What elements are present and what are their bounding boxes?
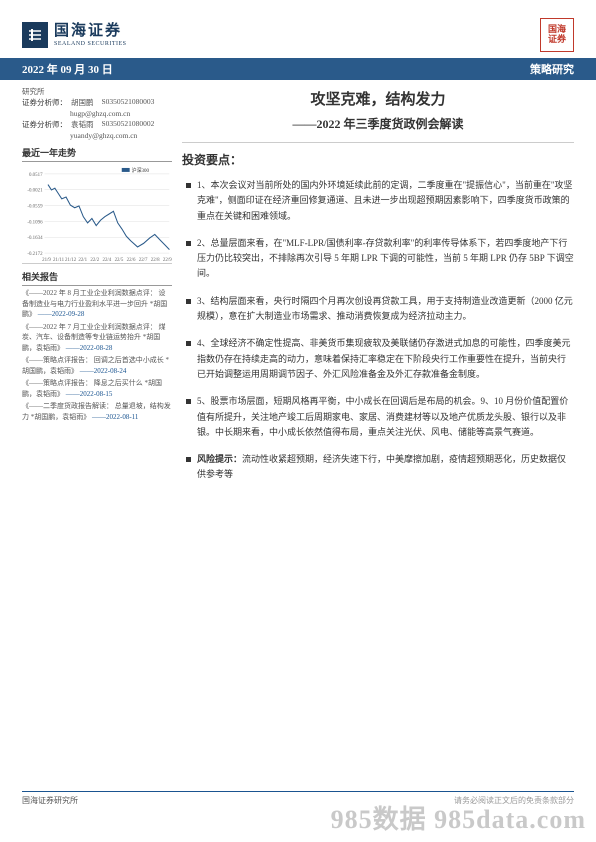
svg-text:22/2: 22/2	[90, 258, 99, 263]
logo-text-en: SEALAND SECURITIES	[54, 41, 127, 47]
logo-mark-icon	[22, 22, 48, 48]
svg-text:-0.1096: -0.1096	[27, 220, 43, 225]
analyst-name: 胡国鹏	[71, 97, 94, 108]
related-reports-list: 《——2022 年 8 月工业企业利润数据点评： 设备制造业与电力行业盈利水平进…	[22, 288, 172, 422]
related-report-item: 《——二季度货政报告解读： 总量退坡，结构发力 *胡国鹏，袁韬雨》 ——2022…	[22, 401, 172, 422]
analyst-name: 袁韬雨	[71, 119, 94, 130]
footer-left-text: 国海证券研究所	[22, 795, 78, 806]
svg-text:22/9: 22/9	[163, 258, 172, 263]
analyst-row: 证券分析师： 袁韬雨 S0350521080002	[22, 119, 172, 130]
bullet-marker-icon	[186, 399, 191, 404]
analyst-code: S0350521080003	[102, 97, 155, 108]
bullet-bold-lead: 风险提示：	[197, 454, 242, 464]
svg-text:21/11: 21/11	[53, 258, 65, 263]
investment-bullet: 4、全球经济不确定性提高、非美货币集现疲软及美联储仍存激进式加息的可能性，四季度…	[186, 336, 574, 382]
sub-title: ——2022 年三季度货政例会解读	[182, 115, 574, 132]
bullet-marker-icon	[186, 341, 191, 346]
svg-text:21/12: 21/12	[65, 258, 77, 263]
department-label: 研究所	[22, 86, 172, 97]
svg-text:22/8: 22/8	[151, 258, 160, 263]
svg-text:-0.2172: -0.2172	[27, 252, 43, 257]
bullet-text: 2、总量层面来看，在"MLF-LPR/国债利率-存贷款利率"的利率传导体系下，若…	[197, 238, 574, 279]
svg-text:22/6: 22/6	[127, 258, 136, 263]
svg-text:22/4: 22/4	[103, 258, 112, 263]
analyst-label: 证券分析师：	[22, 97, 67, 108]
related-report-date: ——2022-08-11	[92, 413, 138, 421]
analyst-row: 证券分析师： 胡国鹏 S0350521080003	[22, 97, 172, 108]
report-category: 策略研究	[530, 61, 574, 77]
related-report-item: 《——2022 年 7 月工业企业利润数据点评： 煤炭、汽车、设备制造等专业链运…	[22, 322, 172, 354]
svg-text:0.0517: 0.0517	[29, 173, 43, 178]
bullet-marker-icon	[186, 241, 191, 246]
analyst-code: S0350521080002	[102, 119, 155, 130]
svg-text:21/9: 21/9	[42, 258, 51, 263]
analyst-email-row: yuandy@ghzq.com.cn	[22, 131, 172, 140]
analyst-email-row: hugp@ghzq.com.cn	[22, 109, 172, 118]
bullet-marker-icon	[186, 299, 191, 304]
svg-text:22/1: 22/1	[78, 258, 87, 263]
investment-bullet: 风险提示：流动性收紧超预期，经济失速下行，中美摩擦加剧，疫情超预期恶化，历史数据…	[186, 452, 574, 483]
investment-bullet: 2、总量层面来看，在"MLF-LPR/国债利率-存贷款利率"的利率传导体系下，若…	[186, 236, 574, 282]
bullet-list: 1、本次会议对当前所处的国内外环境延续此前的定调，二季度重在"提振信心"，当前重…	[182, 178, 574, 483]
investment-points-heading: 投资要点：	[182, 142, 574, 168]
related-report-date: ——2022-08-28	[66, 344, 113, 352]
related-report-date: ——2022-08-15	[66, 390, 113, 398]
main-content: 攻坚克难，结构发力 ——2022 年三季度货政例会解读 投资要点： 1、本次会议…	[182, 86, 574, 495]
related-report-date: ——2022-08-24	[80, 367, 127, 375]
bullet-text: 1、本次会议对当前所处的国内外环境延续此前的定调，二季度重在"提振信心"，当前重…	[197, 180, 573, 221]
svg-text:沪深300: 沪深300	[132, 167, 150, 174]
trend-chart: 0.0517 -0.0021 -0.0559 -0.1096 -0.1634 -0.217…	[22, 164, 172, 264]
seal-stamp: 国海 证券	[540, 18, 574, 52]
seal-line2: 证券	[548, 35, 566, 45]
investment-bullet: 1、本次会议对当前所处的国内外环境延续此前的定调，二季度重在"提振信心"，当前重…	[186, 178, 574, 224]
bullet-text: 3、结构层面来看，央行时隔四个月再次创设再贷款工具，用于支持制造业改造更新（20…	[197, 296, 573, 321]
analyst-label: 证券分析师：	[22, 119, 67, 130]
footer-divider	[22, 791, 574, 792]
analyst-email: hugp@ghzq.com.cn	[70, 109, 130, 118]
svg-text:22/7: 22/7	[139, 258, 148, 263]
bullet-text: 4、全球经济不确定性提高、非美货币集现疲软及美联储仍存激进式加息的可能性，四季度…	[197, 338, 571, 379]
svg-text:-0.0559: -0.0559	[27, 205, 43, 210]
bullet-marker-icon	[186, 183, 191, 188]
svg-text:-0.1634: -0.1634	[27, 236, 43, 241]
header: 国海证券 SEALAND SECURITIES 国海 证券	[22, 18, 574, 52]
analyst-email: yuandy@ghzq.com.cn	[70, 131, 137, 140]
logo-text-cn: 国海证券	[54, 24, 127, 39]
main-title: 攻坚克难，结构发力	[182, 88, 574, 109]
related-section-title: 相关报告	[22, 270, 172, 286]
report-date: 2022 年 09 月 30 日	[22, 61, 113, 77]
watermark-text: 985数据 985data.com	[331, 799, 586, 836]
company-logo: 国海证券 SEALAND SECURITIES	[22, 22, 127, 48]
related-report-item: 《——策略点评报告： 回调之后首选中小成长 *胡国鹏，袁韬雨》 ——2022-0…	[22, 355, 172, 376]
bullet-text: 流动性收紧超预期，经济失速下行，中美摩擦加剧，疫情超预期恶化，历史数据仅供参考等	[197, 454, 566, 479]
title-bar: 2022 年 09 月 30 日 策略研究	[0, 58, 596, 80]
investment-bullet: 3、结构层面来看，央行时隔四个月再次创设再贷款工具，用于支持制造业改造更新（20…	[186, 294, 574, 325]
related-report-item: 《——策略点评报告： 降息之后买什么 *胡国鹏，袁韬雨》 ——2022-08-1…	[22, 378, 172, 399]
svg-text:-0.0021: -0.0021	[27, 189, 43, 194]
svg-text:22/5: 22/5	[115, 258, 124, 263]
related-report-date: ——2022-09-28	[38, 310, 85, 318]
trend-section-title: 最近一年走势	[22, 146, 172, 162]
left-sidebar: 研究所 证券分析师： 胡国鹏 S0350521080003hugp@ghzq.com…	[22, 86, 172, 495]
related-report-item: 《——2022 年 8 月工业企业利润数据点评： 设备制造业与电力行业盈利水平进…	[22, 288, 172, 320]
bullet-text: 5、股票市场层面，短期风格再平衡，中小成长在回调后是布局的机会。9、10 月份价…	[197, 396, 568, 437]
bullet-marker-icon	[186, 457, 191, 462]
investment-bullet: 5、股票市场层面，短期风格再平衡，中小成长在回调后是布局的机会。9、10 月份价…	[186, 394, 574, 440]
